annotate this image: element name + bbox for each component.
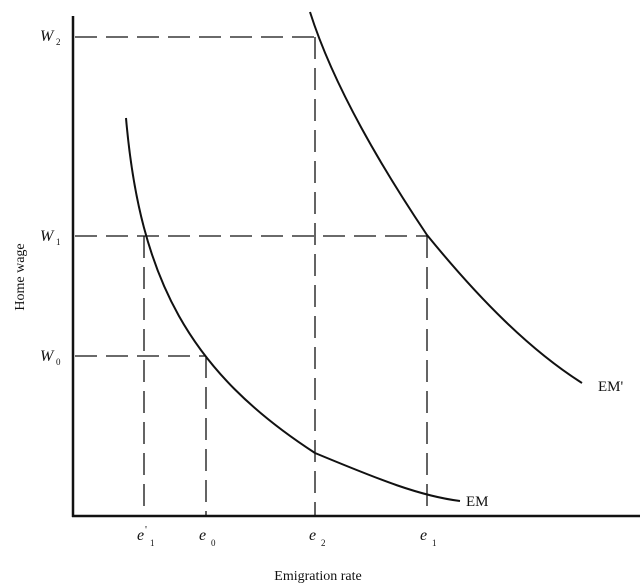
svg-text:2: 2	[56, 37, 61, 47]
svg-text:0: 0	[56, 357, 61, 367]
svg-text:W: W	[40, 348, 55, 365]
svg-text:e: e	[309, 527, 316, 544]
svg-text:e: e	[199, 527, 206, 544]
svg-text:e: e	[420, 527, 427, 544]
y-axis-title: Home wage	[13, 243, 28, 310]
svg-text:2: 2	[321, 538, 326, 548]
emigration-label-e0: e 0	[199, 527, 216, 548]
guide-lines	[75, 36, 428, 516]
emigration-label-e1-prime: e ' 1	[137, 524, 155, 548]
em-curve-label: EM	[466, 494, 489, 510]
svg-text:1: 1	[150, 538, 155, 548]
wage-label-w1: W 1	[40, 228, 61, 247]
svg-text:0: 0	[211, 538, 216, 548]
svg-text:1: 1	[432, 538, 437, 548]
svg-text:': '	[145, 524, 147, 536]
svg-text:W: W	[40, 228, 55, 245]
x-axis-title: Emigration rate	[274, 569, 361, 584]
svg-text:W: W	[40, 28, 55, 45]
em-curve	[125, 117, 461, 502]
svg-text:e: e	[137, 527, 144, 544]
wage-label-w2: W 2	[40, 28, 61, 47]
wage-label-w0: W 0	[40, 348, 61, 367]
svg-text:1: 1	[56, 237, 61, 247]
emigration-label-e2: e 2	[309, 527, 326, 548]
em-prime-curve	[309, 11, 583, 384]
em-prime-curve-label: EM'	[598, 379, 624, 395]
emigration-label-e1: e 1	[420, 527, 437, 548]
